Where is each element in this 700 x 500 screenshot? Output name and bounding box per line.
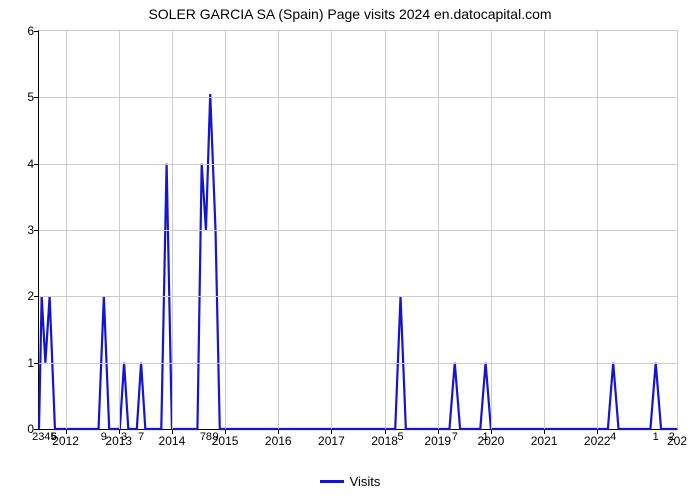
gridline-v	[491, 31, 492, 429]
data-point-label: 78	[200, 431, 212, 443]
data-point-label: 5	[397, 431, 403, 443]
y-tick-label: 5	[6, 90, 34, 104]
x-tick-mark	[491, 430, 492, 434]
y-tick-mark	[34, 363, 38, 364]
gridline-v	[119, 31, 120, 429]
data-point-label: 1	[483, 431, 489, 443]
x-tick-mark	[66, 430, 67, 434]
y-tick-mark	[34, 296, 38, 297]
x-tick-mark	[438, 430, 439, 434]
gridline-v	[225, 31, 226, 429]
x-tick-mark	[225, 430, 226, 434]
chart-title: SOLER GARCIA SA (Spain) Page visits 2024…	[0, 6, 700, 22]
gridline-v	[172, 31, 173, 429]
y-tick-label: 3	[6, 223, 34, 237]
data-point-label: 9	[212, 431, 218, 443]
x-tick-label: 2017	[318, 434, 345, 448]
data-point-label: 6	[51, 431, 57, 443]
gridline-v	[278, 31, 279, 429]
gridline-h	[39, 164, 677, 165]
x-tick-mark	[331, 430, 332, 434]
y-tick-label: 1	[6, 356, 34, 370]
gridline-v	[544, 31, 545, 429]
gridline-v	[597, 31, 598, 429]
y-tick-label: 2	[6, 289, 34, 303]
data-point-label: 2	[669, 431, 675, 443]
x-tick-mark	[172, 430, 173, 434]
y-tick-mark	[34, 97, 38, 98]
y-tick-mark	[34, 230, 38, 231]
y-tick-label: 0	[6, 422, 34, 436]
gridline-h	[39, 97, 677, 98]
x-tick-label: 2018	[371, 434, 398, 448]
legend-swatch	[320, 480, 344, 483]
y-tick-label: 4	[6, 157, 34, 171]
gridline-h	[39, 363, 677, 364]
x-tick-label: 2016	[265, 434, 292, 448]
legend: Visits	[0, 473, 700, 489]
gridline-v	[385, 31, 386, 429]
data-point-label: 7	[138, 431, 144, 443]
gridline-h	[39, 230, 677, 231]
data-point-label: 4	[610, 431, 616, 443]
x-tick-mark	[597, 430, 598, 434]
x-tick-label: 2019	[424, 434, 451, 448]
gridline-v	[66, 31, 67, 429]
y-tick-mark	[34, 429, 38, 430]
chart-container: SOLER GARCIA SA (Spain) Page visits 2024…	[0, 0, 700, 500]
x-tick-mark	[119, 430, 120, 434]
gridline-v	[438, 31, 439, 429]
y-tick-mark	[34, 164, 38, 165]
gridline-h	[39, 296, 677, 297]
x-tick-label: 2022	[584, 434, 611, 448]
y-tick-label: 6	[6, 24, 34, 38]
x-tick-label: 2021	[531, 434, 558, 448]
x-tick-mark	[385, 430, 386, 434]
data-point-label: 1	[653, 431, 659, 443]
x-tick-mark	[278, 430, 279, 434]
legend-label: Visits	[350, 474, 381, 489]
gridline-v	[331, 31, 332, 429]
x-tick-label: 2014	[159, 434, 186, 448]
y-tick-mark	[34, 31, 38, 32]
x-tick-label: 2013	[105, 434, 132, 448]
data-point-label: 9	[101, 431, 107, 443]
plot-area	[38, 30, 678, 430]
x-tick-mark	[544, 430, 545, 434]
data-point-label: 3	[121, 431, 127, 443]
data-point-label: 7	[452, 431, 458, 443]
